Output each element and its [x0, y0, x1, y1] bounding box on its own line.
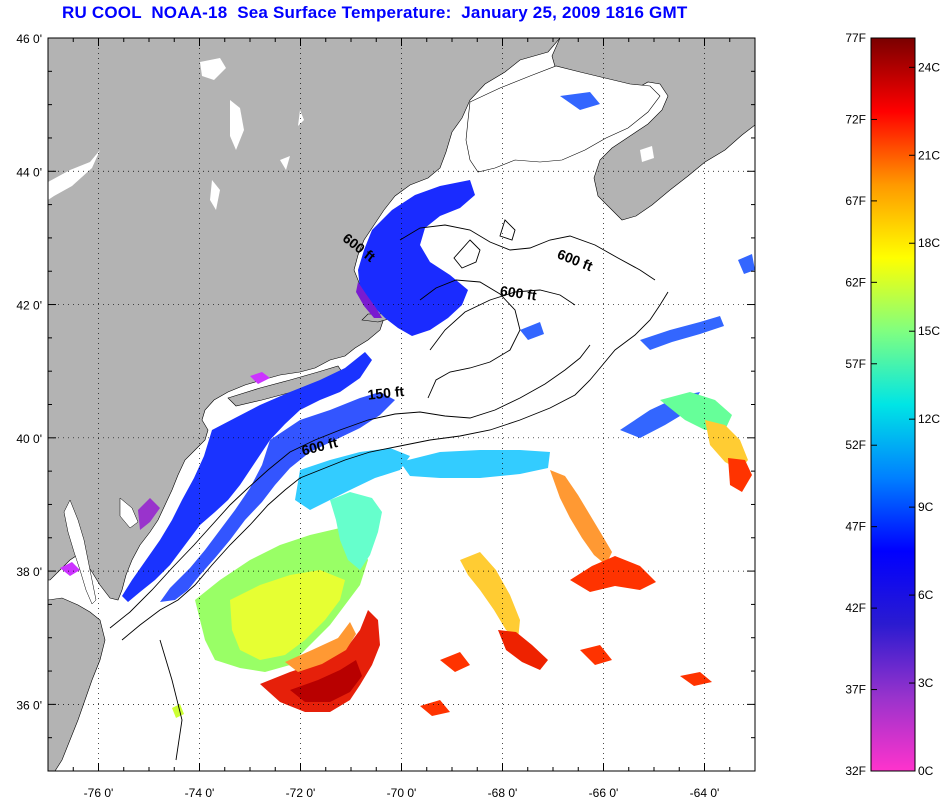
- sst-small-red-1: [440, 652, 470, 672]
- contour-600ft-slope-2: [159, 639, 183, 761]
- colorbar-c-label: 9C: [918, 500, 934, 514]
- sst-slope-cyan: [330, 492, 382, 570]
- colorbar-c-label: 21C: [918, 148, 940, 162]
- lat-tick-label: 44 0': [16, 165, 42, 179]
- sst-east-red: [728, 458, 752, 492]
- land-mainland: [48, 38, 561, 601]
- lon-tick-label: -64 0': [690, 786, 720, 800]
- lake-2: [230, 100, 244, 150]
- contour-georges-bank: [429, 289, 576, 351]
- lat-tick-label: 36 0': [16, 698, 42, 712]
- colorbar-f-ticks: 77F 72F 67F 62F 57F 52F 47F 42F 37F 32F: [845, 31, 877, 778]
- sst-east-yellow: [705, 420, 748, 470]
- sst-filament-2-red: [498, 630, 548, 670]
- colorbar-f-label: 37F: [845, 683, 866, 697]
- bay-of-fundy: [465, 65, 661, 173]
- sst-gulf-of-maine: [358, 180, 475, 336]
- lat-lon-grid: [48, 38, 755, 771]
- contour-150ft: [109, 344, 591, 629]
- sst-small-blue-1: [520, 322, 544, 340]
- colorbar-c-label: 6C: [918, 588, 934, 602]
- contour-depth-label: 150 ft: [367, 383, 405, 403]
- land-delmarva: [48, 597, 106, 771]
- contour-inner-2: [453, 239, 481, 269]
- bathymetry-contours: [109, 219, 669, 761]
- contour-inner-3: [499, 219, 516, 241]
- sst-slope-yellow: [230, 570, 345, 660]
- lat-tick-label: 42 0': [16, 299, 42, 313]
- colorbar-c-label: 12C: [918, 412, 940, 426]
- sst-small-red-2: [580, 645, 612, 665]
- lon-tick-label: -66 0': [589, 786, 619, 800]
- contour-depth-label: 600 ft: [499, 282, 538, 303]
- contour-gulf-of-maine: [399, 224, 656, 281]
- lon-tick-label: -76 0': [84, 786, 114, 800]
- colorbar-c-label: 24C: [918, 60, 940, 74]
- lake-1: [200, 58, 226, 80]
- colorbar-c-label: 15C: [918, 324, 940, 338]
- axis-labels: -76 0' -74 0' -72 0' -70 0' -68 0' -66 0' -64 …: [16, 32, 719, 800]
- lake-4: [210, 180, 220, 210]
- map-title: RU COOL NOAA-18 Sea Surface Temperature:…: [62, 3, 688, 22]
- colorbar-c-label: 18C: [918, 236, 940, 250]
- sst-ne-blue: [738, 254, 755, 274]
- colorbar: 77F 72F 67F 62F 57F 52F 47F 42F 37F 32F 24C 21C 18C…: [845, 31, 940, 778]
- colorbar-f-label: 62F: [845, 275, 866, 289]
- sst-east-green: [660, 392, 732, 430]
- colorbar-c-label: 0C: [918, 764, 934, 778]
- colorbar-f-label: 47F: [845, 520, 866, 534]
- colorbar-f-label: 52F: [845, 438, 866, 452]
- lake-7: [640, 146, 654, 162]
- axis-ticks: [47, 37, 756, 772]
- lat-tick-label: 38 0': [16, 565, 42, 579]
- lat-tick-label: 46 0': [16, 32, 42, 46]
- sst-scotian-blue: [640, 316, 724, 350]
- lon-tick-label: -68 0': [488, 786, 518, 800]
- lake-5: [298, 110, 304, 126]
- sst-small-red-4: [420, 700, 450, 716]
- lat-tick-label: 40 0': [16, 432, 42, 446]
- sst-filament-2: [460, 552, 520, 640]
- sst-filament-1-red: [570, 556, 656, 592]
- colorbar-f-label: 42F: [845, 601, 866, 615]
- sst-li-magenta: [250, 372, 270, 384]
- sst-filament-1: [550, 470, 612, 565]
- sst-patches: [60, 92, 755, 718]
- sst-gulfstream-orange: [285, 622, 356, 672]
- sst-nj-magenta: [60, 562, 80, 576]
- colorbar-f-label: 72F: [845, 112, 866, 126]
- colorbar-c-label: 3C: [918, 676, 934, 690]
- lon-tick-label: -72 0': [286, 786, 316, 800]
- delaware-bay: [119, 497, 139, 529]
- chesapeake-bay: [63, 499, 97, 605]
- colorbar-f-label: 77F: [845, 31, 866, 45]
- lake-3: [48, 150, 100, 200]
- sst-small-blue-2: [560, 92, 600, 110]
- colorbar-ramp: [870, 37, 916, 772]
- contour-600ft-slope: [121, 291, 669, 641]
- lon-tick-label: -70 0': [387, 786, 417, 800]
- sst-gulfstream-dark: [290, 660, 362, 702]
- lake-6: [280, 156, 290, 170]
- sst-shelf-purple: [138, 498, 160, 530]
- colorbar-c-ticks: 24C 21C 18C 15C 12C 9C 6C 3C 0C: [909, 60, 940, 778]
- sst-small-red-3: [680, 672, 712, 686]
- sst-east-cyan: [400, 450, 550, 478]
- colorbar-f-label: 67F: [845, 194, 866, 208]
- contour-inner-1: [419, 279, 521, 399]
- colorbar-f-label: 32F: [845, 764, 866, 778]
- sst-gulf-of-maine-purple: [356, 282, 382, 318]
- lon-tick-label: -74 0': [185, 786, 215, 800]
- sst-shelf-blue: [122, 352, 372, 602]
- sst-shelf-midblue: [160, 392, 395, 602]
- colorbar-f-label: 57F: [845, 357, 866, 371]
- sst-shelf-edge-cyan: [295, 448, 410, 510]
